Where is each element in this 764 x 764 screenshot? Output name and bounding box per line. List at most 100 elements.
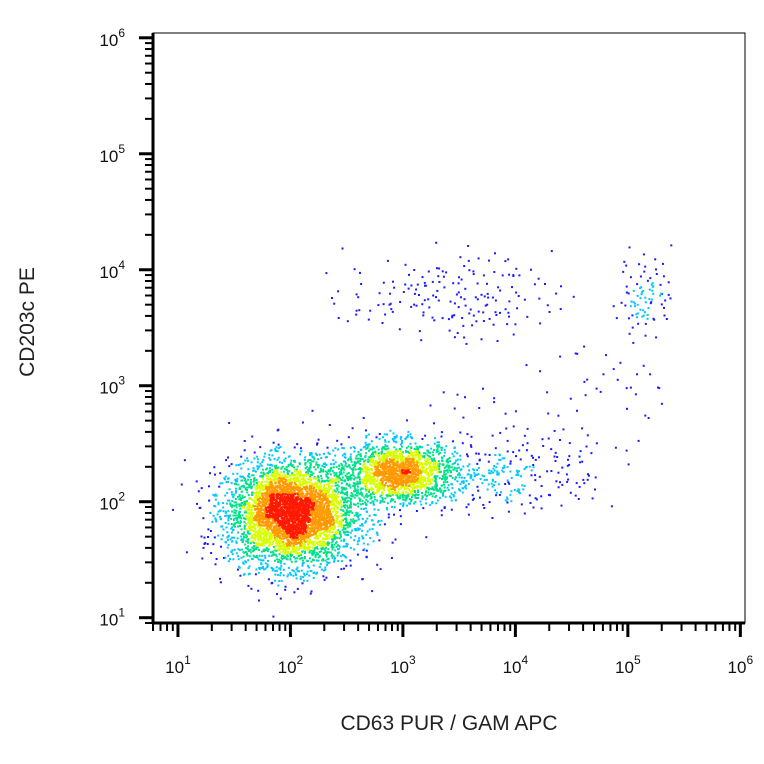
event-point [230,504,232,507]
event-point [261,499,264,501]
event-point [471,324,474,327]
event-point [398,328,401,331]
event-point [313,476,316,478]
event-point [365,533,368,536]
event-point [400,453,403,456]
event-point [405,497,408,500]
event-point [334,500,337,503]
event-point [349,531,352,534]
event-point [295,573,297,576]
event-point [271,543,274,546]
event-point [559,439,561,441]
event-point [338,537,341,540]
event-point [251,435,254,438]
event-point [362,481,364,484]
event-point [248,555,251,558]
event-point [372,502,375,505]
event-point [217,510,220,513]
event-point [320,550,323,553]
event-point [452,494,455,496]
event-point [320,498,323,501]
event-point [315,478,318,480]
event-point [253,499,256,502]
event-point [414,473,417,475]
event-point [452,440,454,443]
event-point [652,292,655,295]
event-point [346,543,349,546]
event-point [312,576,315,579]
event-point [335,516,338,519]
event-point [357,518,360,521]
event-point [433,461,435,464]
event-point [309,458,312,461]
event-point [284,550,287,552]
event-point [317,559,320,562]
event-point [310,560,313,563]
event-point [459,483,462,485]
event-point [398,488,400,491]
event-point [255,514,258,517]
event-point [391,463,394,466]
event-point [239,504,242,507]
event-point [316,547,319,550]
event-point [292,570,295,572]
event-point [305,482,308,485]
event-point [358,528,361,530]
event-point [634,393,637,396]
event-point [493,469,496,472]
event-point [255,519,258,522]
event-point [263,473,266,476]
event-point [407,434,410,437]
event-point [393,513,395,516]
event-point [290,545,293,548]
event-point [308,478,311,481]
event-point [333,474,336,477]
event-point [486,303,489,306]
event-point [255,478,258,481]
event-point [355,519,358,522]
event-point [409,483,412,486]
event-point [488,454,491,456]
event-point [337,491,340,494]
event-point [275,478,278,481]
event-point [313,528,316,531]
event-point [366,475,369,478]
event-point [298,481,301,484]
event-point [419,470,422,473]
event-point [270,523,273,526]
event-point [393,455,396,457]
event-point [491,485,494,488]
event-point [234,514,237,517]
event-point [367,443,370,446]
event-point [299,546,301,549]
event-point [264,567,267,570]
event-point [256,510,259,513]
event-point [282,550,285,553]
event-point [252,491,255,494]
event-point [243,525,246,528]
event-point [323,578,326,581]
event-point [559,308,562,310]
event-point [315,489,318,492]
event-point [261,544,264,547]
event-point [441,459,443,462]
event-point [418,461,421,464]
event-point [325,524,328,527]
event-point [482,387,484,390]
event-point [453,336,456,339]
event-point [414,480,416,483]
event-point [566,480,569,483]
event-point [338,502,341,505]
event-point [415,459,418,462]
event-point [232,558,235,561]
event-point [238,549,241,552]
event-point [285,557,288,560]
event-point [382,446,385,448]
event-point [478,407,481,409]
event-point [291,464,294,467]
event-point [272,568,275,571]
event-point [259,497,261,500]
event-point [256,530,259,532]
event-point [599,390,602,393]
event-point [369,502,372,504]
